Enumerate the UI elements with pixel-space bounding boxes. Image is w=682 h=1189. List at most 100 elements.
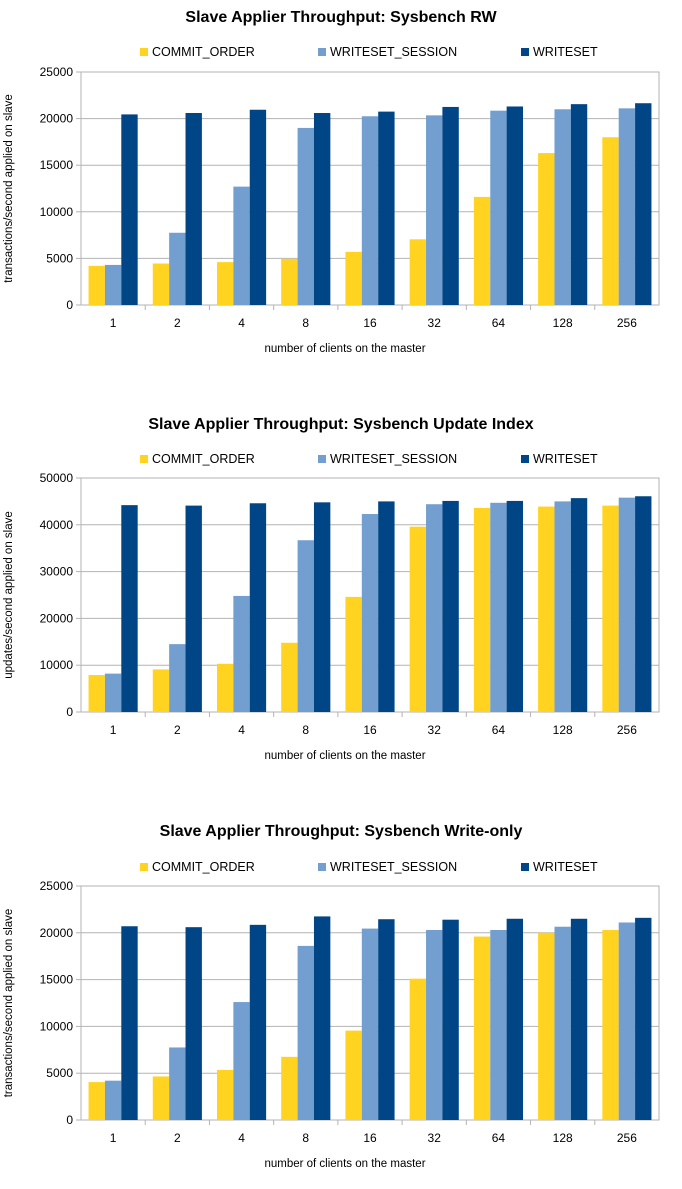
bar-commit-order-256 bbox=[602, 137, 619, 305]
bar-writeset-2 bbox=[185, 927, 202, 1120]
bar-writeset-session-256 bbox=[618, 497, 636, 712]
y-tick-label: 20000 bbox=[40, 112, 74, 126]
y-tick-label: 5000 bbox=[46, 251, 73, 265]
bar-writeset-session-2 bbox=[169, 1047, 186, 1120]
x-tick-label: 256 bbox=[617, 1131, 637, 1145]
y-axis-title: transactions/second applied on slave bbox=[3, 94, 15, 283]
bar-writeset-session-128 bbox=[554, 109, 571, 305]
legend-item-writeset: WRITESET bbox=[521, 860, 598, 874]
x-tick-label: 256 bbox=[617, 723, 637, 737]
x-tick-label: 32 bbox=[428, 316, 442, 330]
bar-writeset-1 bbox=[121, 505, 138, 712]
bar-commit-order-128 bbox=[538, 932, 555, 1120]
bar-commit-order-32 bbox=[409, 526, 427, 712]
bar-writeset-session-8 bbox=[297, 127, 314, 305]
bar-commit-order-1 bbox=[88, 1082, 105, 1120]
bar-commit-order-4 bbox=[216, 1069, 234, 1120]
x-tick-label: 1 bbox=[110, 1131, 117, 1145]
y-tick-label: 10000 bbox=[40, 205, 74, 219]
x-tick-label: 16 bbox=[363, 1131, 377, 1145]
bar-commit-order-128 bbox=[538, 153, 555, 305]
chart-title: Slave Applier Throughput: Sysbench RW bbox=[185, 9, 497, 26]
x-tick-label: 128 bbox=[553, 1131, 573, 1145]
chart-1: Slave Applier Throughput: Sysbench RW COM… bbox=[3, 9, 660, 355]
y-tick-label: 20000 bbox=[40, 926, 74, 940]
legend-item-writeset-session: WRITESET_SESSION bbox=[318, 45, 457, 59]
bar-writeset-4 bbox=[249, 924, 267, 1120]
y-tick-label: 0 bbox=[66, 1113, 73, 1127]
bar-writeset-session-64 bbox=[490, 502, 507, 712]
bar-commit-order-64 bbox=[473, 196, 491, 305]
x-axis-title: number of clients on the master bbox=[264, 343, 425, 355]
legend-item-writeset-session: WRITESET_SESSION bbox=[318, 860, 457, 874]
bar-writeset-64 bbox=[506, 500, 524, 712]
bar-commit-order-128 bbox=[538, 506, 555, 712]
bar-commit-order-8 bbox=[281, 258, 298, 305]
bar-commit-order-16 bbox=[345, 596, 362, 712]
legend-swatch bbox=[521, 48, 529, 56]
chart-3: Slave Applier Throughput: Sysbench Write… bbox=[3, 823, 660, 1170]
bar-writeset-1 bbox=[121, 926, 138, 1120]
bar-writeset-64 bbox=[506, 106, 524, 305]
chart-2: Slave Applier Throughput: Sysbench Updat… bbox=[3, 416, 660, 762]
y-tick-label: 15000 bbox=[40, 158, 74, 172]
bar-writeset-session-4 bbox=[233, 186, 250, 305]
x-tick-label: 128 bbox=[553, 316, 573, 330]
legend-label: WRITESET_SESSION bbox=[330, 860, 457, 874]
legend-label: COMMIT_ORDER bbox=[152, 45, 255, 59]
y-tick-label: 25000 bbox=[40, 65, 74, 79]
bar-writeset-128 bbox=[570, 104, 588, 306]
chart-title: Slave Applier Throughput: Sysbench Write… bbox=[160, 823, 523, 840]
x-tick-label: 1 bbox=[110, 316, 117, 330]
legend-label: COMMIT_ORDER bbox=[152, 452, 255, 466]
legend-label: WRITESET bbox=[533, 860, 598, 874]
x-tick-label: 16 bbox=[363, 723, 377, 737]
bar-writeset-32 bbox=[442, 919, 459, 1120]
bar-writeset-256 bbox=[635, 103, 652, 305]
legend-swatch bbox=[521, 455, 529, 463]
bar-commit-order-64 bbox=[473, 507, 491, 712]
bar-writeset-session-32 bbox=[426, 929, 443, 1120]
chart-title: Slave Applier Throughput: Sysbench Updat… bbox=[148, 416, 533, 433]
bar-writeset-128 bbox=[570, 918, 588, 1120]
bar-writeset-16 bbox=[378, 111, 395, 305]
legend-swatch bbox=[521, 863, 529, 871]
legend-item-commit-order: COMMIT_ORDER bbox=[140, 860, 255, 874]
bar-writeset-32 bbox=[442, 500, 459, 712]
bar-writeset-2 bbox=[185, 505, 202, 712]
bar-commit-order-16 bbox=[345, 251, 362, 305]
bar-writeset-session-2 bbox=[169, 232, 186, 305]
bar-writeset-session-4 bbox=[233, 1002, 250, 1120]
legend-label: WRITESET bbox=[533, 45, 598, 59]
bar-writeset-4 bbox=[249, 109, 267, 305]
legend-label: COMMIT_ORDER bbox=[152, 860, 255, 874]
legend-swatch bbox=[318, 455, 326, 463]
bar-commit-order-64 bbox=[473, 936, 491, 1120]
x-tick-label: 16 bbox=[363, 316, 377, 330]
x-tick-label: 8 bbox=[302, 316, 309, 330]
bar-writeset-32 bbox=[442, 106, 459, 305]
bar-writeset-session-16 bbox=[361, 116, 379, 306]
x-tick-label: 64 bbox=[492, 316, 506, 330]
bar-writeset-session-256 bbox=[618, 108, 636, 306]
y-tick-label: 40000 bbox=[40, 518, 74, 532]
bar-writeset-1 bbox=[121, 114, 138, 305]
legend-swatch bbox=[318, 863, 326, 871]
x-tick-label: 32 bbox=[428, 1131, 442, 1145]
y-tick-label: 15000 bbox=[40, 973, 74, 987]
legend-label: WRITESET_SESSION bbox=[330, 45, 457, 59]
y-axis-title: updates/second applied on slave bbox=[3, 511, 15, 679]
bar-writeset-session-64 bbox=[490, 929, 507, 1120]
bar-writeset-session-16 bbox=[361, 928, 379, 1120]
legend-swatch bbox=[140, 863, 148, 871]
bar-writeset-session-128 bbox=[554, 501, 571, 712]
bar-commit-order-16 bbox=[345, 1030, 362, 1120]
bar-writeset-16 bbox=[378, 501, 395, 712]
bar-commit-order-4 bbox=[216, 663, 234, 712]
legend-item-writeset-session: WRITESET_SESSION bbox=[318, 452, 457, 466]
y-tick-label: 30000 bbox=[40, 565, 74, 579]
bar-writeset-4 bbox=[249, 503, 267, 712]
bar-writeset-session-8 bbox=[297, 540, 314, 712]
bar-writeset-session-128 bbox=[554, 926, 571, 1120]
